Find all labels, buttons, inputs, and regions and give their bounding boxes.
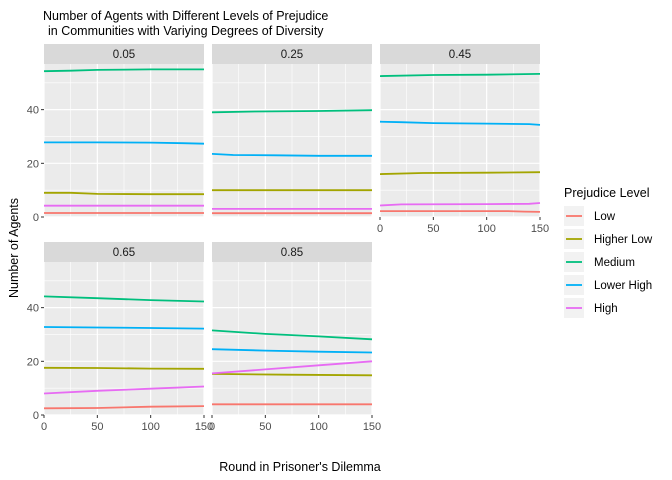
series-line-medium [211,329,373,341]
series-line-medium [43,295,205,303]
facet-panel-0-25: 0.25 [211,44,373,218]
facet-strip [380,44,540,64]
legend-label: Higher Low [594,234,653,246]
chart-title-line-2: in Communities with Variying Degrees of … [48,24,324,38]
x-tick-label: 0 [41,421,47,433]
x-tick-label: 150 [531,223,549,235]
facet-strip [44,242,204,262]
legend-title: Prejudice Level [564,186,649,200]
series-line-lower-high [44,141,205,145]
series-line-medium [43,68,204,73]
series-line-medium [211,109,373,114]
x-axis-title: Round in Prisoner's Dilemma [219,460,381,474]
series-line-higher-low [43,366,205,370]
y-tick-label: 20 [27,356,39,368]
series-line-high [43,385,205,395]
facet-strip [212,44,372,64]
series-line-higher-low [379,171,541,175]
x-tick-label: 50 [91,421,103,433]
series-line-high [379,202,541,207]
series-line-low [380,210,541,213]
legend-item-higher-low: Higher Low [564,229,653,249]
facet-strip [44,44,204,64]
facet-strip-label: 0.65 [113,247,135,259]
series-line-low [43,405,205,410]
series-line-lower-high [211,153,372,157]
facet-panel-0-45: 0.45 0 50 100 150 [377,44,549,235]
y-axis-title: Number of Agents [7,198,21,298]
series-line-higher-low [211,373,373,377]
legend-label: Medium [594,257,635,269]
series-line-lower-high [43,326,205,330]
facet-strip-label: 0.45 [449,49,471,61]
series-line-lower-high [211,348,373,354]
x-tick-label: 50 [427,223,439,235]
legend-label: Lower High [594,280,652,292]
legend-label: High [594,303,618,315]
x-tick-label: 150 [363,421,381,433]
series-line-medium [379,73,541,77]
facet-panels: 0.05 0 20 40 0.25 0.45 0 50 100 150 0.65 0 20 40 0 50 10… [27,44,549,433]
y-tick-label: 0 [33,410,39,422]
x-tick-label: 50 [259,421,271,433]
series-line-high [211,360,373,375]
chart-title-line-1: Number of Agents with Different Levels o… [43,9,328,23]
legend-item-medium: Medium [564,252,635,272]
x-tick-label: 100 [309,421,327,433]
facet-strip [212,242,372,262]
legend-item-lower-high: Lower High [564,275,652,295]
legend-item-low: Low [564,206,616,226]
facet-strip-label: 0.05 [113,49,135,61]
legend-label: Low [594,211,616,223]
facet-panel-0-05: 0.05 0 20 40 [27,44,205,224]
x-tick-label: 0 [377,223,383,235]
legend-item-high: High [564,298,618,318]
y-tick-label: 0 [33,212,39,224]
facet-strip-label: 0.85 [281,247,303,259]
y-tick-label: 40 [27,303,39,315]
legend: Prejudice Level Low Higher Low Medium Lower… [564,186,653,318]
facet-panel-0-85: 0.85 0 50 100 150 [209,242,381,433]
x-tick-label: 150 [195,421,213,433]
facet-panel-0-65: 0.65 0 20 40 0 50 100 150 [27,242,213,433]
x-tick-label: 0 [209,421,215,433]
x-tick-label: 100 [477,223,495,235]
x-tick-label: 100 [141,421,159,433]
series-line-lower-high [379,120,541,126]
facet-strip-label: 0.25 [281,49,303,61]
series-line-higher-low [44,191,204,196]
y-tick-label: 20 [27,158,39,170]
y-tick-label: 40 [27,105,39,117]
